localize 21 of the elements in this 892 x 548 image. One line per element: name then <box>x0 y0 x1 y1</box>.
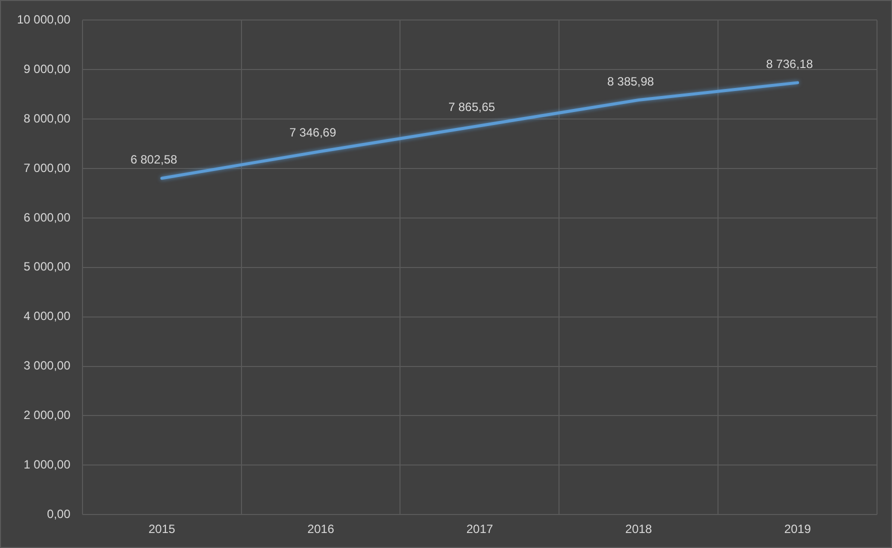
y-tick-label: 0,00 <box>47 506 71 521</box>
data-label: 7 865,65 <box>448 100 496 114</box>
data-label: 8 736,18 <box>766 56 814 71</box>
x-tick-label: 2016 <box>307 522 334 536</box>
data-label: 8 385,98 <box>607 74 654 88</box>
y-tick-label: 5 000,00 <box>24 260 71 274</box>
x-tick-label: 2017 <box>466 522 494 536</box>
y-tick-label: 6 000,00 <box>24 210 71 224</box>
y-tick-label: 8 000,00 <box>24 111 71 126</box>
y-tick-label: 3 000,00 <box>24 358 71 373</box>
data-label: 6 802,58 <box>130 152 178 167</box>
x-tick-label: 2015 <box>148 522 176 536</box>
y-tick-label: 9 000,00 <box>24 62 71 76</box>
x-tick-label: 2019 <box>784 522 812 536</box>
y-tick-label: 2 000,00 <box>24 408 71 422</box>
y-tick-label: 10 000,00 <box>16 12 71 27</box>
data-label: 7 346,69 <box>289 126 336 140</box>
y-tick-label: 1 000,00 <box>24 457 71 472</box>
y-tick-label: 4 000,00 <box>24 309 71 324</box>
y-tick-label: 7 000,00 <box>24 160 71 175</box>
x-tick-label: 2018 <box>625 522 652 536</box>
